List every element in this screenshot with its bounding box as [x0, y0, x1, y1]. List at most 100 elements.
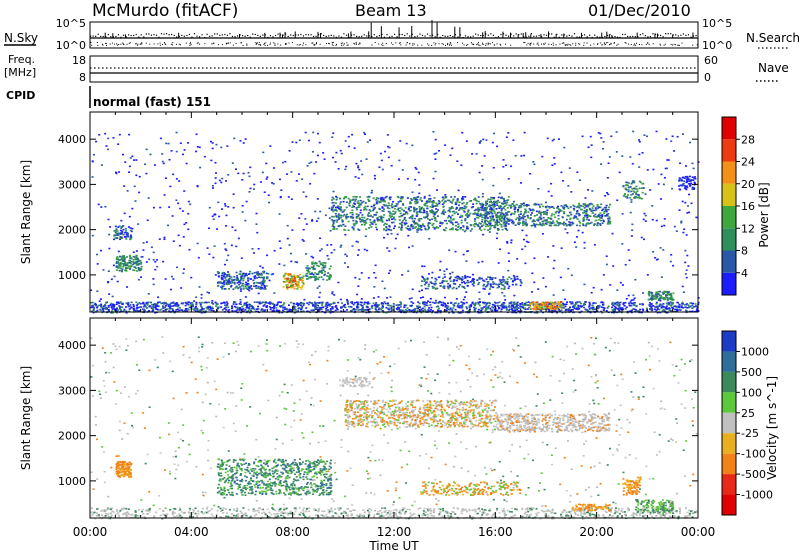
power-echo: [505, 204, 508, 206]
noise-low-dot: [213, 42, 215, 44]
power-echo: [242, 277, 245, 280]
power-echo: [247, 287, 250, 290]
power-echo: [458, 204, 461, 207]
power-ground-scatter: [618, 306, 621, 308]
noise-low-dot: [316, 42, 318, 44]
power-sparse-echo: [288, 150, 291, 152]
power-sparse-echo: [351, 245, 354, 247]
power-sparse-echo: [631, 229, 634, 232]
noise-low-dot: [664, 43, 666, 45]
noise-low-dot: [314, 44, 316, 46]
power-ground-scatter: [96, 305, 99, 308]
power-echo: [571, 221, 574, 224]
noise-search-dot: [419, 33, 421, 35]
power-echo: [537, 223, 540, 226]
power-echo: [389, 229, 392, 231]
power-echo: [132, 255, 135, 258]
power-sparse-echo: [481, 165, 484, 167]
power-ground-scatter: [656, 311, 659, 314]
power-sparse-echo: [132, 159, 135, 161]
power-echo: [404, 211, 407, 213]
power-echo: [345, 206, 348, 209]
power-echo: [557, 218, 560, 220]
power-sparse-echo: [142, 242, 145, 244]
power-ground-scatter: [519, 302, 522, 305]
power-sparse-echo: [181, 210, 184, 212]
power-ground-scatter: [598, 304, 601, 307]
power-ground-scatter: [244, 302, 247, 305]
power-sparse-echo: [249, 166, 252, 169]
power-echo: [383, 224, 386, 226]
power-sparse-echo: [210, 159, 213, 162]
power-echo: [332, 228, 335, 230]
power-echo: [585, 218, 588, 221]
noise-search-dot: [188, 33, 190, 36]
power-echo: [488, 222, 491, 224]
power-ground-scatter: [452, 311, 455, 314]
noise-low-dot: [359, 42, 361, 44]
power-ground-scatter: [391, 309, 394, 311]
power-echo: [260, 281, 263, 284]
power-ground-scatter: [273, 307, 276, 310]
power-ground-scatter: [246, 304, 249, 307]
power-echo: [351, 206, 354, 208]
power-sparse-echo: [305, 195, 308, 198]
power-echo: [544, 222, 547, 225]
power-echo: [456, 221, 459, 224]
power-echo: [361, 219, 364, 221]
power-echo: [412, 198, 415, 200]
power-sparse-echo: [347, 145, 350, 148]
power-sparse-echo: [99, 249, 102, 252]
power-ground-scatter: [150, 306, 153, 308]
power-ground-scatter: [502, 307, 505, 309]
power-ground-scatter: [208, 306, 211, 308]
power-echo: [444, 200, 447, 203]
power-ground-scatter: [412, 309, 415, 311]
power-ground-scatter: [212, 310, 215, 312]
noise-low-dot: [559, 43, 561, 45]
power-sparse-echo: [316, 287, 319, 289]
power-ground-scatter: [152, 309, 155, 311]
power-echo: [524, 208, 527, 211]
power-echo: [263, 286, 266, 288]
power-echo: [518, 205, 521, 207]
power-echo: [396, 208, 399, 211]
power-ground-scatter: [368, 302, 371, 305]
power-echo: [358, 204, 361, 207]
power-echo: [220, 285, 223, 288]
power-echo: [220, 277, 223, 280]
power-sparse-echo: [434, 138, 437, 141]
power-echo: [493, 212, 496, 214]
noise-search-dot: [497, 36, 500, 38]
noise-low-dot: [633, 43, 635, 45]
noise-search-dot: [556, 33, 558, 35]
power-ground-scatter: [151, 303, 154, 306]
noise-low-dot: [185, 42, 187, 44]
noise-search-dot: [487, 34, 489, 36]
power-echo: [132, 263, 135, 266]
power-echo: [231, 281, 234, 284]
noise-low-dot: [255, 42, 257, 44]
power-ground-scatter: [417, 306, 420, 309]
power-ground-scatter: [191, 304, 194, 307]
power-echo: [585, 209, 588, 211]
power-echo: [552, 222, 555, 224]
power-sparse-echo: [651, 218, 654, 221]
power-echo: [499, 214, 502, 217]
power-sparse-echo: [680, 221, 683, 224]
power-echo: [419, 197, 422, 199]
power-ground-scatter: [409, 304, 412, 307]
power-sparse-echo: [286, 173, 289, 175]
power-sparse-echo: [195, 296, 198, 299]
power-ground-scatter: [162, 306, 165, 308]
power-ground-scatter: [264, 309, 267, 311]
power-echo: [224, 273, 227, 275]
power-echo: [358, 202, 361, 205]
power-echo: [593, 209, 596, 212]
power-echo: [399, 207, 402, 209]
power-echo: [350, 216, 353, 219]
power-sparse-echo: [444, 144, 447, 146]
power-echo: [582, 205, 585, 208]
power-ground-scatter: [628, 310, 631, 313]
power-ground-scatter: [194, 307, 197, 309]
